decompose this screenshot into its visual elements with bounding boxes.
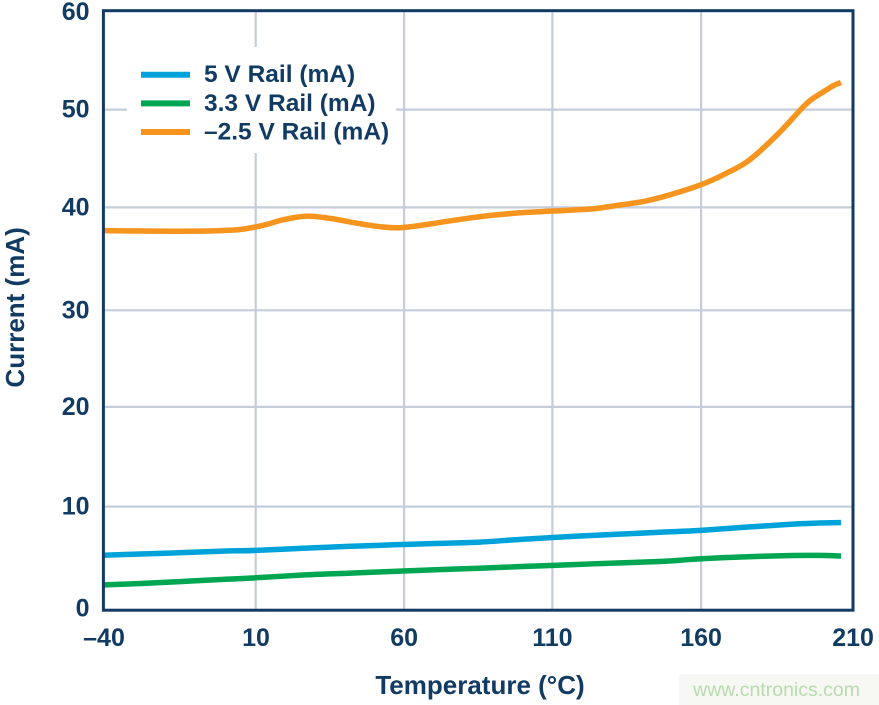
svg-text:40: 40 — [62, 193, 90, 221]
svg-text:0: 0 — [76, 595, 90, 623]
svg-text:60: 60 — [390, 624, 418, 652]
svg-text:–2.5 V Rail (mA): –2.5 V Rail (mA) — [204, 119, 389, 146]
svg-text:5 V Rail (mA): 5 V Rail (mA) — [204, 61, 355, 88]
svg-text:10: 10 — [242, 624, 270, 652]
svg-text:60: 60 — [62, 0, 90, 26]
svg-text:www.cntronics.com: www.cntronics.com — [692, 679, 860, 701]
svg-text:Temperature (°C): Temperature (°C) — [375, 670, 584, 700]
svg-text:Current (mA): Current (mA) — [0, 227, 30, 387]
svg-text:3.3 V Rail (mA): 3.3 V Rail (mA) — [204, 90, 376, 117]
svg-text:210: 210 — [832, 624, 874, 652]
svg-text:50: 50 — [62, 96, 90, 124]
svg-text:30: 30 — [62, 296, 90, 324]
svg-text:10: 10 — [62, 493, 90, 521]
svg-text:160: 160 — [680, 624, 722, 652]
svg-text:20: 20 — [62, 393, 90, 421]
svg-text:–40: –40 — [83, 624, 125, 652]
svg-text:110: 110 — [532, 624, 572, 652]
